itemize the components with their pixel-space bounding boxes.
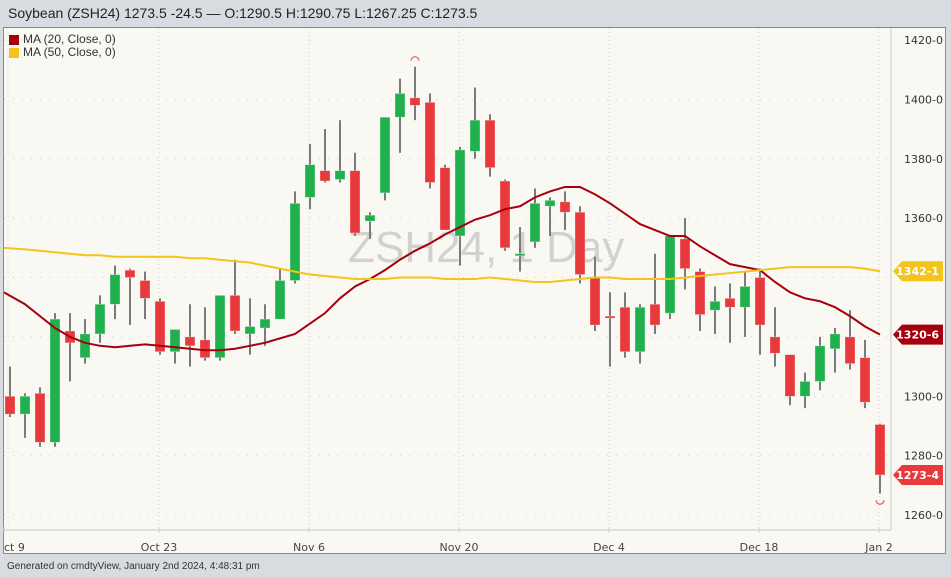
candle[interactable] bbox=[94, 295, 106, 343]
candle[interactable] bbox=[754, 268, 766, 355]
candle[interactable] bbox=[289, 191, 301, 284]
candle[interactable] bbox=[829, 327, 841, 373]
candle[interactable] bbox=[559, 191, 571, 231]
x-tick-label: ct 9 bbox=[4, 541, 25, 554]
x-tick-label: Jan 2 bbox=[864, 541, 892, 554]
generated-footer: Generated on cmdtyView, January 2nd 2024… bbox=[7, 561, 260, 572]
y-tick-label: 1280-0 bbox=[904, 450, 943, 463]
candle[interactable] bbox=[334, 120, 346, 183]
legend-item-ma20[interactable]: MA (20, Close, 0) bbox=[9, 33, 116, 46]
candle[interactable] bbox=[664, 235, 676, 320]
candle[interactable] bbox=[544, 197, 556, 236]
candle[interactable] bbox=[4, 366, 16, 418]
candle[interactable] bbox=[484, 114, 496, 177]
candle[interactable] bbox=[874, 423, 886, 494]
chart-legend: MA (20, Close, 0) MA (50, Close, 0) bbox=[9, 33, 116, 59]
y-axis: 1420-0 1400-0 1380-0 1360-0 1300-0 1280-0 1260… bbox=[904, 34, 943, 522]
candle[interactable] bbox=[859, 339, 871, 409]
candle[interactable] bbox=[454, 146, 466, 266]
y-tick-label: 1360-0 bbox=[904, 212, 943, 225]
x-tick-label: Oct 23 bbox=[141, 541, 178, 554]
svg-text:1273-4: 1273-4 bbox=[896, 469, 939, 482]
candle[interactable] bbox=[574, 206, 586, 284]
svg-text:1342-1: 1342-1 bbox=[896, 265, 939, 278]
svg-text:1320-6: 1320-6 bbox=[896, 329, 939, 342]
candle[interactable] bbox=[364, 212, 376, 239]
candle[interactable] bbox=[394, 78, 406, 153]
ma50-price-badge: 1342-1 bbox=[893, 261, 943, 282]
x-tick-label: Dec 4 bbox=[593, 541, 625, 554]
candle[interactable] bbox=[499, 179, 511, 251]
candle[interactable] bbox=[259, 304, 271, 346]
candle[interactable] bbox=[784, 354, 796, 406]
candle[interactable] bbox=[424, 93, 436, 189]
candle[interactable] bbox=[799, 372, 811, 409]
candle[interactable] bbox=[274, 268, 286, 320]
y-tick-label: 1300-0 bbox=[904, 390, 943, 403]
y-tick-label: 1400-0 bbox=[904, 93, 943, 106]
candle[interactable] bbox=[49, 313, 61, 447]
candle[interactable] bbox=[139, 271, 151, 320]
candle[interactable] bbox=[844, 310, 856, 370]
candle[interactable] bbox=[649, 253, 661, 334]
x-axis: ct 9 Oct 23 Nov 6 Nov 20 Dec 4 Dec 18 Jan 2 bbox=[3, 527, 893, 554]
low-marker-icon bbox=[875, 500, 885, 505]
legend-label: MA (50, Close, 0) bbox=[23, 45, 116, 59]
candle[interactable] bbox=[79, 319, 91, 364]
y-tick-label: 1260-0 bbox=[904, 509, 943, 522]
candle[interactable] bbox=[709, 286, 721, 334]
candle[interactable] bbox=[439, 164, 451, 231]
candle[interactable] bbox=[379, 116, 391, 201]
candle[interactable] bbox=[814, 336, 826, 391]
candle[interactable] bbox=[469, 87, 481, 159]
y-tick-label: 1420-0 bbox=[904, 34, 943, 47]
candle[interactable] bbox=[184, 304, 196, 367]
candle[interactable] bbox=[64, 313, 76, 382]
ma20-color-swatch bbox=[9, 34, 19, 45]
candle[interactable] bbox=[319, 129, 331, 183]
last-price-badge: 1273-4 bbox=[893, 464, 943, 485]
x-tick-label: Nov 6 bbox=[293, 541, 325, 554]
candle[interactable] bbox=[514, 227, 526, 272]
x-tick-label: Dec 18 bbox=[740, 541, 779, 554]
candles bbox=[4, 66, 886, 494]
candle[interactable] bbox=[304, 143, 316, 210]
ma20-price-badge: 1320-6 bbox=[893, 324, 943, 345]
chart-title: Soybean (ZSH24) 1273.5 -24.5 — O:1290.5 … bbox=[8, 5, 478, 21]
y-tick-label: 1380-0 bbox=[904, 153, 943, 166]
ma50-color-swatch bbox=[9, 47, 19, 58]
ma50-line bbox=[3, 246, 881, 283]
candle[interactable] bbox=[619, 292, 631, 358]
candle[interactable] bbox=[739, 271, 751, 337]
candle[interactable] bbox=[109, 265, 121, 320]
candle[interactable] bbox=[694, 268, 706, 331]
ma20-line bbox=[3, 185, 881, 352]
candle[interactable] bbox=[604, 292, 616, 367]
high-marker-icon bbox=[410, 56, 420, 61]
candle[interactable] bbox=[634, 304, 646, 364]
candle[interactable] bbox=[34, 387, 46, 447]
candle[interactable] bbox=[349, 152, 361, 236]
candle[interactable] bbox=[229, 259, 241, 334]
candle[interactable] bbox=[124, 268, 136, 326]
candle[interactable] bbox=[19, 393, 31, 438]
legend-item-ma50[interactable]: MA (50, Close, 0) bbox=[9, 46, 116, 59]
candle[interactable] bbox=[724, 283, 736, 343]
legend-label: MA (20, Close, 0) bbox=[23, 32, 116, 46]
candle[interactable] bbox=[199, 307, 211, 361]
candle[interactable] bbox=[409, 66, 421, 121]
candle[interactable] bbox=[769, 307, 781, 367]
x-tick-label: Nov 20 bbox=[440, 541, 479, 554]
